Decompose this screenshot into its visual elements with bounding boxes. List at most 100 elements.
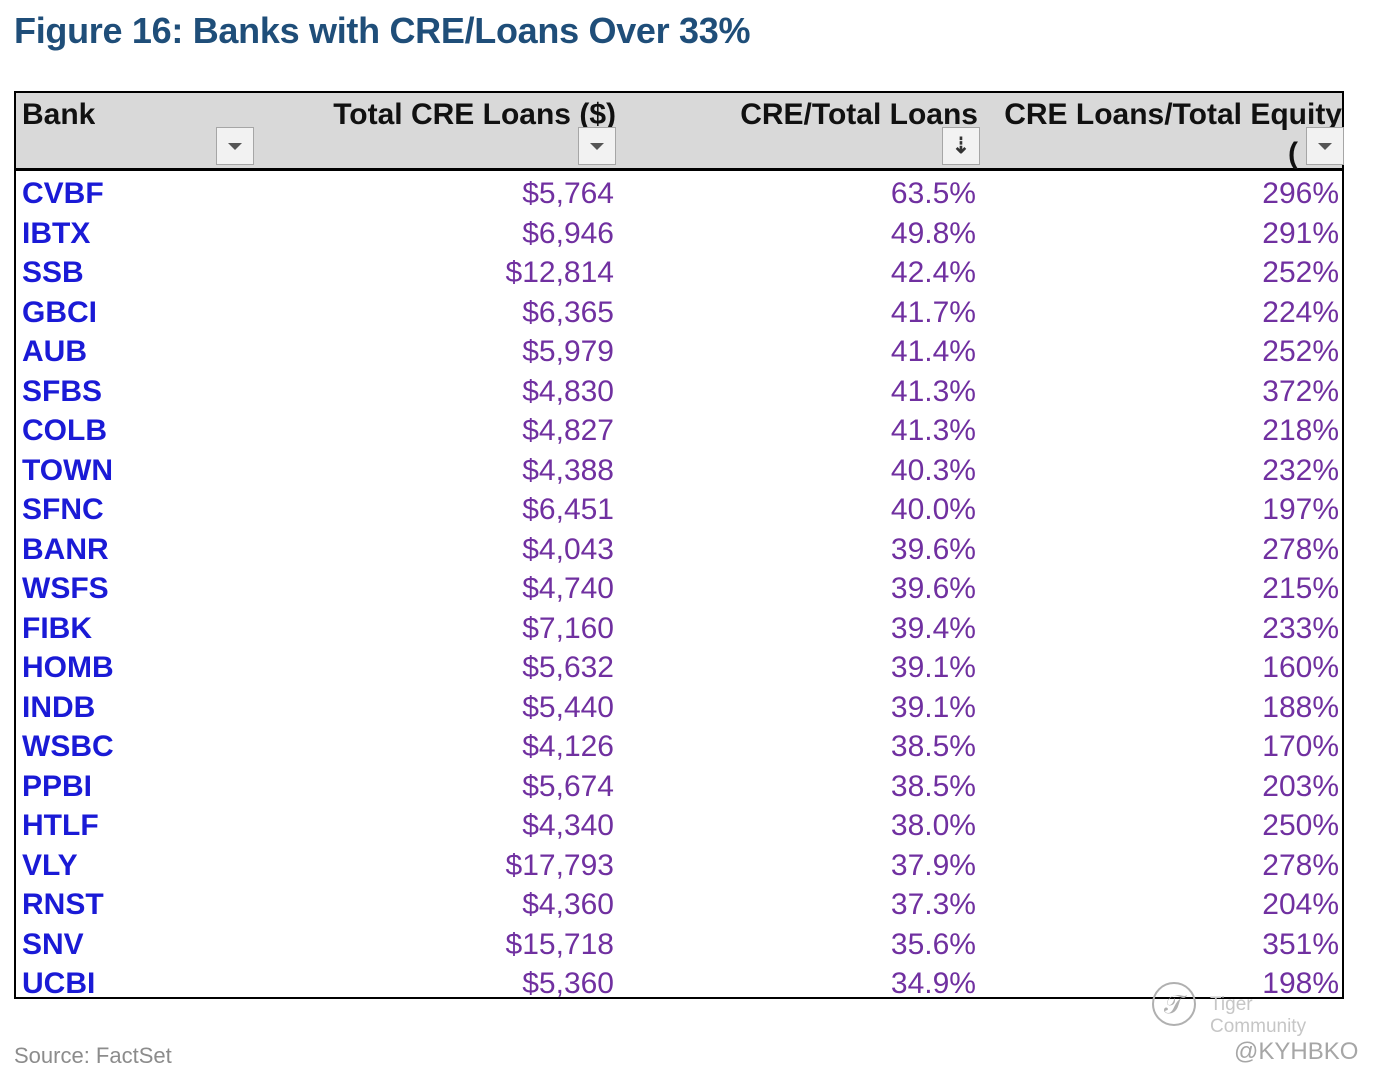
bank-cell: CVBF xyxy=(22,177,104,210)
table-row: WSFS $4,740 39.6% 215% xyxy=(16,569,1342,609)
header-cre-ratio: CRE/Total Loans xyxy=(740,98,978,131)
cre-loans-cell: $6,451 xyxy=(522,493,614,526)
cre-ratio-cell: 34.9% xyxy=(890,967,976,1000)
table-row: AUB $5,979 41.4% 252% xyxy=(16,332,1342,372)
bank-cell: FIBK xyxy=(22,611,92,645)
bank-cell: SFNC xyxy=(22,493,104,526)
dropdown-arrow-icon xyxy=(1318,142,1332,150)
bank-cell: INDB xyxy=(22,690,96,724)
cre-ratio-cell: 38.0% xyxy=(890,809,976,842)
bank-cell: COLB xyxy=(22,414,107,447)
table-row: GBCI $6,365 41.7% 224% xyxy=(16,293,1342,333)
cre-ratio-cell: 41.4% xyxy=(890,335,976,368)
bank-cell: SSB xyxy=(22,256,84,289)
watermark: 𝒯 Tiger Community xyxy=(1152,980,1352,1037)
bank-cell: GBCI xyxy=(22,295,97,329)
cre-equity-cell: 203% xyxy=(1262,769,1339,803)
cre-loans-cell: $5,440 xyxy=(522,690,614,724)
dropdown-arrow-icon xyxy=(590,142,604,150)
bank-cell: WSFS xyxy=(22,572,109,605)
filter-cre-equity-button[interactable] xyxy=(1306,127,1344,165)
cre-equity-cell: 218% xyxy=(1262,414,1339,447)
table-row: RNST $4,360 37.3% 204% xyxy=(16,885,1342,925)
cre-loans-cell: $6,365 xyxy=(522,295,614,329)
cre-ratio-cell: 39.6% xyxy=(890,572,976,605)
header-bank: Bank xyxy=(22,98,96,131)
cre-ratio-cell: 41.7% xyxy=(890,295,976,329)
cre-ratio-cell: 42.4% xyxy=(890,256,976,289)
tiger-logo-icon: 𝒯 xyxy=(1152,982,1196,1026)
cre-equity-cell: 252% xyxy=(1262,335,1339,368)
table-row: VLY $17,793 37.9% 278% xyxy=(16,846,1342,886)
cre-loans-cell: $5,764 xyxy=(522,177,614,210)
cre-ratio-cell: 40.0% xyxy=(890,493,976,526)
cre-loans-cell: $17,793 xyxy=(505,848,614,882)
cre-ratio-cell: 38.5% xyxy=(890,769,976,803)
cre-loans-cell: $4,340 xyxy=(522,809,614,842)
cre-ratio-cell: 41.3% xyxy=(890,374,976,408)
bank-cell: AUB xyxy=(22,335,87,368)
watermark-text: Tiger Community xyxy=(1210,994,1307,1037)
cre-equity-cell: 278% xyxy=(1262,532,1339,566)
cre-ratio-cell: 38.5% xyxy=(890,730,976,763)
table-row: BANR $4,043 39.6% 278% xyxy=(16,530,1342,570)
figure-title: Figure 16: Banks with CRE/Loans Over 33% xyxy=(14,10,751,51)
cre-loans-cell: $4,827 xyxy=(522,414,614,447)
cre-ratio-cell: 35.6% xyxy=(890,927,976,961)
filter-bank-button[interactable] xyxy=(216,127,254,165)
cre-equity-cell: 197% xyxy=(1262,493,1339,526)
cre-loans-cell: $4,043 xyxy=(522,532,614,566)
cre-loans-cell: $5,979 xyxy=(522,335,614,368)
header-cre-loans: Total CRE Loans ($) xyxy=(333,98,616,131)
table-row: COLB $4,827 41.3% 218% xyxy=(16,411,1342,451)
sort-cre-ratio-button[interactable]: ⇣ xyxy=(942,127,980,165)
cre-loans-cell: $4,830 xyxy=(522,374,614,408)
bank-cell: HOMB xyxy=(22,651,114,684)
cre-ratio-cell: 49.8% xyxy=(890,216,976,250)
cre-equity-cell: 215% xyxy=(1262,572,1339,605)
bank-cell: PPBI xyxy=(22,769,93,803)
cre-loans-cell: $5,632 xyxy=(522,651,614,684)
cre-loans-cell: $5,674 xyxy=(522,769,614,803)
cre-equity-cell: 170% xyxy=(1262,730,1339,763)
cre-loans-cell: $15,718 xyxy=(505,927,614,961)
table-row: PPBI $5,674 38.5% 203% xyxy=(16,767,1342,807)
cre-equity-cell: 291% xyxy=(1262,216,1339,250)
cre-ratio-cell: 39.1% xyxy=(890,690,976,724)
sort-descending-icon: ⇣ xyxy=(951,133,971,158)
table-row: SNV $15,718 35.6% 351% xyxy=(16,925,1342,965)
cre-equity-cell: 198% xyxy=(1262,967,1339,1000)
cre-equity-cell: 224% xyxy=(1262,295,1339,329)
cre-equity-cell: 278% xyxy=(1262,848,1339,882)
cre-equity-cell: 252% xyxy=(1262,256,1339,289)
table-row: INDB $5,440 39.1% 188% xyxy=(16,688,1342,728)
cre-ratio-cell: 63.5% xyxy=(890,177,976,210)
author-handle: @KYHBKO xyxy=(1234,1038,1359,1065)
cre-equity-cell: 188% xyxy=(1262,690,1339,724)
header-cre-equity: CRE Loans/Total Equity xyxy=(1004,98,1342,131)
cre-equity-cell: 233% xyxy=(1262,611,1339,645)
dropdown-arrow-icon xyxy=(228,142,242,150)
cre-equity-cell: 351% xyxy=(1262,927,1339,961)
table-header: Bank Total CRE Loans ($) CRE/Total Loans… xyxy=(16,93,1344,171)
cre-equity-cell: 232% xyxy=(1262,453,1339,487)
cre-ratio-cell: 39.1% xyxy=(890,651,976,684)
cre-loans-cell: $5,360 xyxy=(522,967,614,1000)
cre-loans-cell: $7,160 xyxy=(522,611,614,645)
filter-cre-loans-button[interactable] xyxy=(578,127,616,165)
cre-loans-cell: $4,360 xyxy=(522,888,614,921)
header-equity-paren: ( xyxy=(1288,137,1298,170)
source-note: Source: FactSet xyxy=(14,1043,172,1068)
cre-loans-cell: $4,740 xyxy=(522,572,614,605)
table-row: TOWN $4,388 40.3% 232% xyxy=(16,451,1342,491)
table-row: SSB $12,814 42.4% 252% xyxy=(16,253,1342,293)
cre-equity-cell: 296% xyxy=(1262,177,1339,210)
table-row: HTLF $4,340 38.0% 250% xyxy=(16,806,1342,846)
bank-cell: UCBI xyxy=(22,967,96,1000)
cre-loans-cell: $6,946 xyxy=(522,216,614,250)
table-row: FIBK $7,160 39.4% 233% xyxy=(16,609,1342,649)
cre-equity-cell: 160% xyxy=(1262,651,1339,684)
cre-equity-cell: 372% xyxy=(1262,374,1339,408)
bank-cell: RNST xyxy=(22,888,104,921)
table-row: IBTX $6,946 49.8% 291% xyxy=(16,214,1342,254)
